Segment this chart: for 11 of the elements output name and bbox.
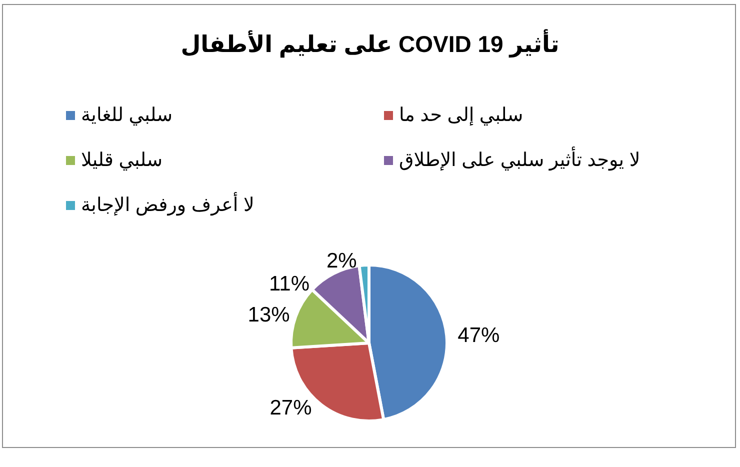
legend-label: لا يوجد تأثير سلبي على الإطلاق — [399, 146, 640, 171]
legend-label: سلبي قليلا — [81, 150, 163, 171]
data-label: 13% — [248, 304, 290, 327]
chart-title: تأثير COVID 19 على تعليم الأطفال — [180, 29, 560, 59]
data-label: 2% — [326, 250, 357, 273]
data-label: 11% — [269, 272, 310, 296]
legend-label: سلبي إلى حد ما — [399, 105, 524, 126]
legend-label: لا أعرف ورفض الإجابة — [81, 192, 254, 216]
data-label: 27% — [270, 396, 312, 420]
data-label: 47% — [458, 324, 500, 347]
legend-label: سلبي للغاية — [81, 105, 173, 126]
